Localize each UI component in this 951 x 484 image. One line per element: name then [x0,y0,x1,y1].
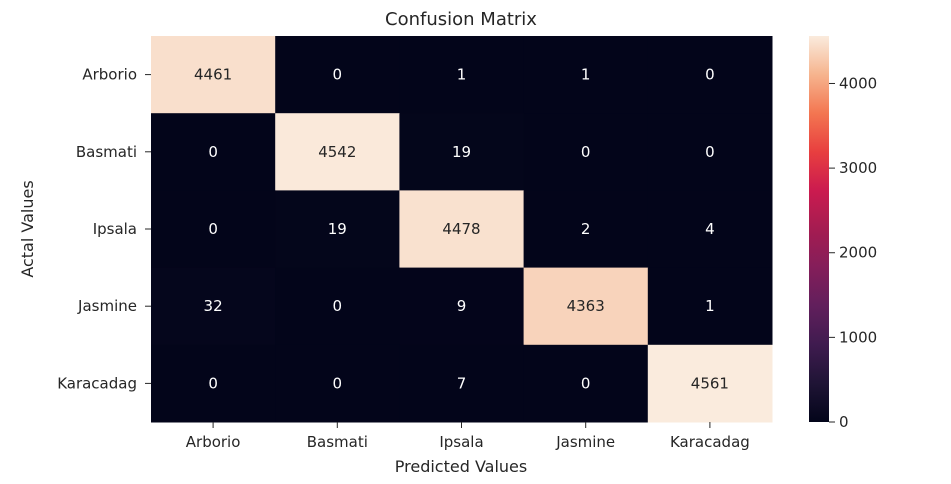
colorbar-axis: 0 1000 2000 3000 4000 [829,74,877,431]
heatmap-cell [275,113,400,191]
colorbar [809,36,829,422]
y-tick-label: Jasmine [77,297,137,315]
heatmap-cell [399,344,525,423]
cell-value-label: 0 [333,297,343,315]
cell-value-label: 19 [452,143,471,161]
cell-value-label: 0 [333,374,343,392]
heatmap-cell [647,344,773,423]
cell-value-label: 4542 [318,143,356,161]
heatmap-cell [399,36,525,114]
heatmap-cell [151,190,276,269]
cell-value-label: 2 [581,220,591,238]
heatmap-cell [151,113,276,191]
heatmap-cell [275,36,400,114]
cell-value-label: 1 [581,66,591,84]
heatmap-cell [399,267,525,346]
heatmap-cell [647,190,773,269]
heatmap-cell [523,113,649,191]
x-tick-label: Ipsala [439,433,483,451]
y-tick-label: Basmati [76,143,137,161]
y-tick-label: Karacadag [57,374,137,392]
cell-value-label: 1 [705,297,715,315]
heatmap-cell [399,113,525,191]
cell-value-label: 0 [208,220,218,238]
x-axis: Arborio Basmati Ipsala Jasmine Karacadag [186,422,750,451]
heatmap-cell [151,36,276,114]
heatmap-cell [647,113,773,191]
heatmap-cells [151,36,773,423]
y-axis-label: Actal Values [18,180,37,277]
colorbar-tick-label: 0 [839,413,849,431]
cell-value-label: 0 [208,374,218,392]
colorbar-tick-label: 4000 [839,74,877,92]
heatmap-cell [523,190,649,269]
x-axis-label: Predicted Values [395,457,527,476]
x-tick-label: Jasmine [555,433,615,451]
heatmap-cell [647,267,773,346]
heatmap-cell [523,36,649,114]
heatmap-cell [275,344,400,423]
cell-value-label: 32 [204,297,223,315]
heatmap-cell-labels: 4461 0 1 1 0 0 4542 19 0 0 0 19 4478 2 4 32 0 9 4363 1 0 0 7 0 4… [194,66,729,393]
cell-value-label: 4363 [567,297,605,315]
heatmap-cell [151,344,276,423]
cell-value-label: 0 [705,66,715,84]
cell-value-label: 0 [581,143,591,161]
heatmap-cell [151,267,276,346]
cell-value-label: 7 [457,374,467,392]
cell-value-label: 1 [457,66,467,84]
colorbar-tick-label: 2000 [839,244,877,262]
cell-value-label: 4 [705,220,715,238]
y-tick-label: Ipsala [93,220,137,238]
cell-value-label: 0 [705,143,715,161]
cell-value-label: 0 [333,66,343,84]
heatmap-cell [523,344,649,423]
heatmap-cell [523,267,649,346]
cell-value-label: 4561 [691,374,729,392]
chart-title: Confusion Matrix [385,9,537,30]
heatmap-cell [647,36,773,114]
x-tick-label: Karacadag [670,433,750,451]
cell-value-label: 9 [457,297,467,315]
colorbar-tick-label: 1000 [839,328,877,346]
cell-value-label: 19 [328,220,347,238]
heatmap-cell [399,190,525,269]
x-tick-label: Arborio [186,433,241,451]
cell-value-label: 0 [581,374,591,392]
x-tick-label: Basmati [307,433,368,451]
heatmap-cell [275,267,400,346]
cell-value-label: 4461 [194,66,232,84]
y-axis: Arborio Basmati Ipsala Jasmine Karacadag [57,66,151,392]
colorbar-tick-label: 3000 [839,159,877,177]
cell-value-label: 4478 [442,220,480,238]
y-tick-label: Arborio [82,66,137,84]
cell-value-label: 0 [208,143,218,161]
heatmap-cell [275,190,400,269]
